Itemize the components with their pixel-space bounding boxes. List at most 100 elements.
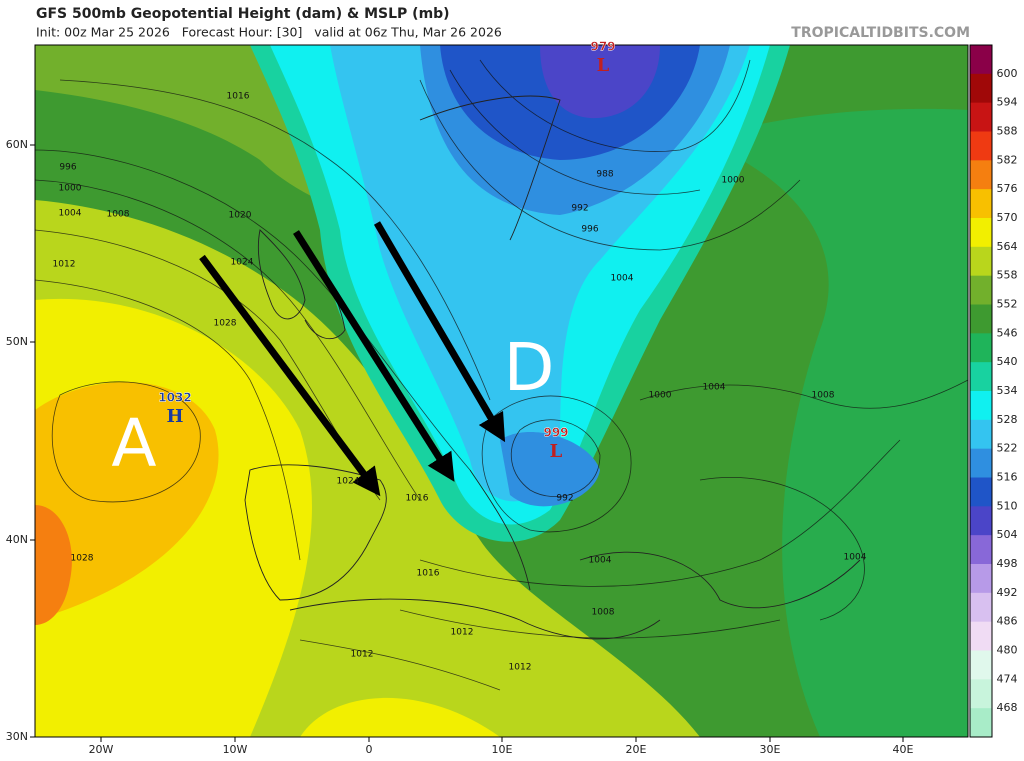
colorbar-label: 468 [997,701,1018,714]
colorbar-label: 516 [997,471,1018,484]
isobar-label: 1012 [509,663,532,673]
colorbar-cell [970,477,992,507]
colorbar-cell [970,708,992,738]
colorbar-label: 576 [997,182,1018,195]
colorbar-cell [970,160,992,190]
colorbar-label: 510 [997,499,1018,512]
center-symbol: L [597,55,610,76]
colorbar-label: 558 [997,269,1018,282]
lon-label: 30E [760,743,781,756]
isobar-label: 1012 [351,650,374,660]
colorbar-cell [970,131,992,161]
isobar-label: 988 [596,170,613,180]
colorbar-cell [970,45,992,75]
colorbar-cell [970,246,992,277]
coastlines [244,95,861,640]
colorbar-cell [970,650,992,680]
lat-label: 40N [6,533,28,546]
colorbar-label: 540 [997,355,1018,368]
lon-label: 10W [223,743,248,756]
isobar-label: 1000 [59,184,82,194]
isobar-label: 1012 [451,628,474,638]
colorbar-label: 552 [997,298,1018,311]
colorbar-label: 486 [997,615,1018,628]
isobar-label: 1000 [649,391,672,401]
isobar-label: 1004 [844,553,867,563]
colorbar-label: 564 [997,240,1018,253]
isobar-label: 1000 [722,176,745,186]
colorbar-label: 528 [997,413,1018,426]
isobar-label: 1028 [214,319,237,329]
colorbar-cell [970,592,992,623]
lon-label: 10E [492,743,513,756]
lon-label: 40E [893,743,914,756]
isobar-label: 1008 [592,608,615,618]
center-symbol: H [166,406,183,427]
colorbar-label: 594 [997,96,1018,109]
isobar-label: 1024 [337,477,360,487]
isobar-label: 992 [571,204,588,214]
annotation-letter: D [504,329,555,406]
colorbar-cell [970,73,992,104]
center-value: 1032 [158,391,191,405]
colorbar-cell [970,448,992,478]
isobar-label: 1004 [611,274,634,284]
field-522b [500,431,600,507]
colorbar-cell [970,535,992,565]
lon-label: 20E [626,743,647,756]
colorbar-label: 498 [997,557,1018,570]
colorbar-cell [970,391,992,421]
colorbar-label: 492 [997,586,1018,599]
isobar-label: 1008 [812,391,835,401]
colorbar-cell [970,362,992,392]
annotation-letter: A [111,405,156,482]
map-area: 1016 996 1000 1004 1008 1012 1020 1024 1028 988 99… [35,45,968,737]
center-value: 999 [543,426,568,440]
colorbar-label: 546 [997,326,1018,339]
field-582 [35,505,72,625]
colorbar-cell [970,189,992,219]
colorbar-label: 600 [997,67,1018,80]
center-symbol: L [550,441,563,462]
colorbar-cell [970,621,992,651]
colorbar-label: 570 [997,211,1018,224]
isobar-label: 1016 [227,92,250,102]
lon-label: 20W [89,743,114,756]
colorbar-label: 588 [997,125,1018,138]
isobar-label: 1012 [53,260,76,270]
colorbar-label: 474 [997,672,1018,685]
subtitle: Init: 00z Mar 25 2026 Forecast Hour: [30… [36,25,502,40]
colorbar-cell [970,275,992,305]
isobar-label: 992 [556,494,573,504]
colorbar-cell [970,506,992,536]
colorbar-cell [970,419,992,450]
colorbar-frame [969,44,993,738]
arrows [199,221,506,497]
title: GFS 500mb Geopotential Height (dam) & MS… [36,6,450,22]
field-546-east [700,108,968,737]
lat-label: 50N [6,335,28,348]
isobar-label: 1020 [229,211,252,221]
credit: TROPICALTIDBITS.COM [791,25,970,41]
isobar-label: 996 [581,225,598,235]
colorbar-cell [970,564,992,594]
colorbar-label: 504 [997,528,1018,541]
lon-label: 0 [366,743,373,756]
colorbar-cell [970,333,992,363]
center-value: 979 [590,40,615,54]
isobar-label: 1004 [589,556,612,566]
colorbar-label: 480 [997,644,1018,657]
colorbar-label: 522 [997,442,1018,455]
isobar-label: 1004 [703,383,726,393]
colorbar-label: 582 [997,153,1018,166]
colorbar-cell [970,679,992,709]
isobar-label: 1016 [406,494,429,504]
field-570b [300,697,500,737]
isobar-label: 996 [59,163,76,173]
isobar-label: 1004 [59,209,82,219]
isobar-label: 1028 [71,554,94,564]
isobar-label: 1024 [231,258,254,268]
colorbar-cell [970,218,992,248]
isobar-label: 1016 [417,569,440,579]
